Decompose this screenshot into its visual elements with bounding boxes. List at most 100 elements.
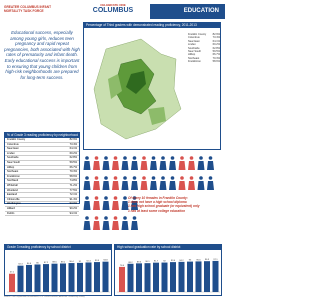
bar-value: 94.8 [103,260,108,262]
bar [136,263,142,292]
legend-label: Linden [188,43,196,47]
row-label: Near East [7,147,19,151]
person-icon-head [104,216,108,220]
table-row: Linden 60.2% [5,152,79,157]
legend-label: Southside [188,46,200,50]
person-icon-body [83,161,91,170]
legend-label: Hilltop [188,53,196,57]
people-graphic [83,156,214,230]
bar-value: 93.5 [95,260,100,262]
row-label: Hilliard [7,206,15,210]
person-icon-head [123,196,127,200]
map-title: Percentage of Third graders with demonst… [84,23,220,28]
logo-top: CELEBRATE ONE [100,3,126,7]
row-label: Westland [7,188,18,192]
row-value: 91.4% [69,197,77,201]
bar-value: 88.2 [128,262,133,264]
legend-value: 73.4% [212,36,220,40]
person-icon-head [123,216,127,220]
row-label: Near South [7,160,21,164]
row-value: 59.5% [69,160,77,164]
row-label: Dublin [7,211,15,215]
person-icon-body [112,201,119,210]
bar [68,263,75,292]
logo-main: COLUMBUS [92,7,134,14]
person-icon-head [85,196,89,200]
person-icon-head [94,196,99,200]
map [93,38,182,140]
legend-value: 62.8% [212,46,220,50]
person-icon-body [188,161,195,170]
person-icon-head [142,156,146,160]
person-icon-body [150,181,157,190]
person-icon-body [197,181,205,190]
table-row: Eastland 72.1% [5,193,79,198]
person-icon-head [104,196,108,200]
person-icon-head [113,176,118,180]
person-icon-body [140,181,148,190]
person-icon-body [178,181,186,190]
bar [187,261,193,292]
bar-value: 93.4 [171,260,176,262]
person-icon-head [123,156,127,160]
person-icon-body [121,201,129,210]
bar-value: 82.3 [18,264,23,266]
legend-value: 64.1% [212,39,220,43]
bar [119,266,125,292]
bar [161,262,168,292]
table-row: Worthington 93.0% [5,202,79,207]
row-label: Hilltop [7,165,15,169]
person-icon-head [94,156,99,160]
bar [195,261,202,292]
person-icon-body [93,221,100,230]
person-icon-body [169,161,176,170]
person-icon-body [131,181,138,190]
legend-value: 59.5% [212,50,220,54]
row-value: 62.8% [69,156,77,160]
person-icon-body [102,201,110,210]
row-value: 60.2% [69,151,77,155]
bar-value: 96.3 [205,259,210,261]
person-icon-head [85,216,89,220]
table-title: % of Grade 3 reading proficiency by neig… [5,133,79,138]
intro-text: Educational success, especially among yo… [4,30,80,80]
row-label: Whitehall [7,183,18,187]
legend-row: Franklin County 82.9% [188,33,220,36]
person-icon-head [208,156,213,160]
bar [77,262,83,292]
row-value: 94.1% [69,211,77,215]
row-label: Worthington [7,202,21,206]
bar [60,263,66,292]
person-icon-head [199,156,203,160]
bar [43,264,49,292]
org-name: GREATER COLUMBUS INFANT MORTALITY TASK F… [4,5,52,13]
legend-value: 58.6% [212,60,220,64]
row-value: 72.1% [69,193,77,197]
bar [26,264,32,292]
legend-label: Franklin County [188,33,207,36]
bar-value: 94.2 [179,260,184,262]
person-icon-head [104,176,108,180]
map-panel: Percentage of Third graders with demonst… [83,22,221,150]
person-icon-head [161,156,165,160]
bar [144,263,151,292]
person-icon-head [151,156,156,160]
row-label: Northeast [7,170,19,174]
person-icon-body [102,161,110,170]
person-icon-head [104,156,108,160]
person-icon-body [150,161,157,170]
bar-value: 97.1 [213,259,218,261]
row-value: 58.6% [69,174,77,178]
person-icon-head [170,176,175,180]
bar-value: 89.1 [61,261,66,263]
legend-label: Near East [188,39,200,43]
person-icon-head [180,156,184,160]
table-row: Westland 77.5% [5,189,79,194]
bar-value: 90.1 [145,261,150,263]
legend-row: Near South 59.5% [188,50,220,53]
bar [85,262,92,292]
bar-value: 57.1 [10,272,15,274]
person-icon-head [132,196,137,200]
person-icon-body [140,161,148,170]
table-row: Northeast 70.3% [5,170,79,175]
